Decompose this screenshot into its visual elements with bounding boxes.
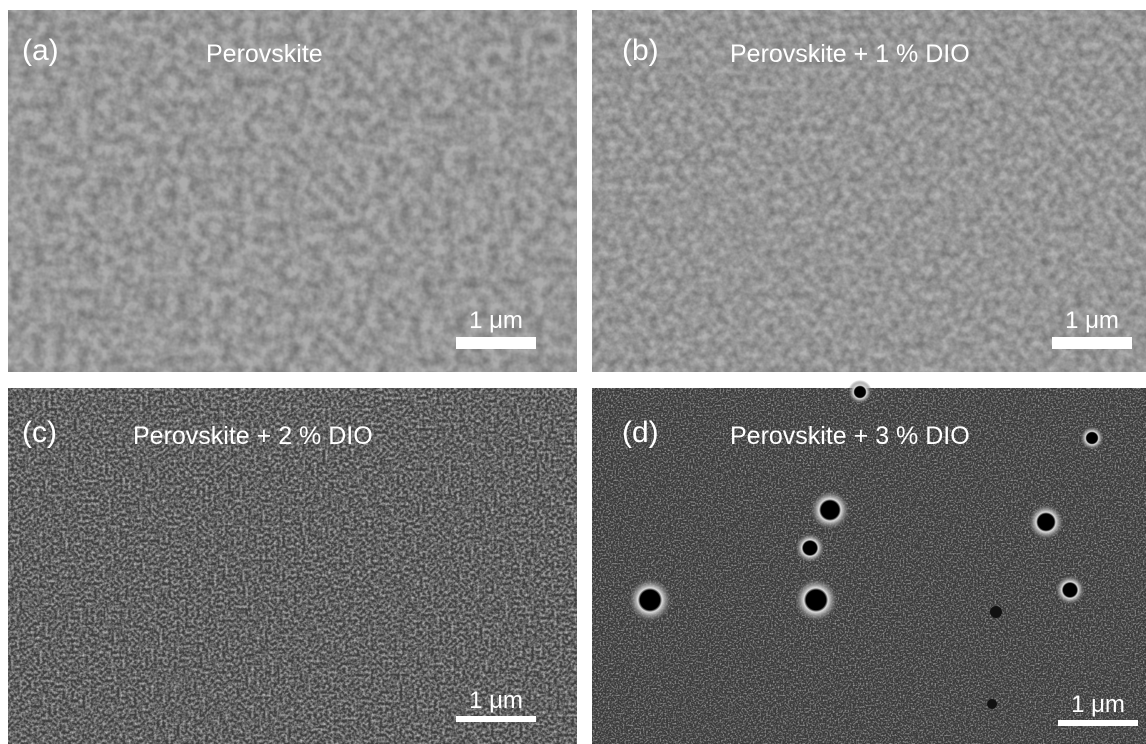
scale-bar — [1058, 720, 1138, 726]
panel-a: (a) Perovskite 1 μm — [8, 10, 577, 372]
pinhole — [794, 578, 838, 622]
pinhole — [848, 380, 872, 404]
scale-bar-label: 1 μm — [469, 687, 523, 714]
panel-label: (a) — [22, 34, 59, 67]
panel-title: Perovskite + 1 % DIO — [730, 40, 970, 68]
scale-bar — [1052, 337, 1132, 349]
scale-bar-label: 1 μm — [1071, 691, 1125, 718]
panel-label: (c) — [22, 416, 57, 449]
pinhole — [795, 533, 825, 563]
scale-bar-label: 1 μm — [1065, 307, 1119, 334]
panel-title: Perovskite — [206, 40, 323, 68]
pinhole — [990, 606, 1002, 618]
panel-c: (c) Perovskite + 2 % DIO 1 μm — [8, 388, 577, 744]
figure: (a) Perovskite 1 μm (b) Perovskite + 1 %… — [0, 0, 1146, 744]
pinhole — [628, 578, 672, 622]
scale-bar-label: 1 μm — [469, 307, 523, 334]
pinhole — [810, 490, 850, 530]
pinhole — [1080, 426, 1104, 450]
pinhole — [1055, 575, 1085, 605]
panel-d: (d) Perovskite + 3 % DIO 1 μm — [592, 380, 1146, 744]
panel-label: (d) — [622, 416, 659, 449]
panel-title: Perovskite + 3 % DIO — [730, 422, 970, 450]
panel-title: Perovskite + 2 % DIO — [133, 422, 373, 450]
scale-bar — [456, 337, 536, 349]
panel-label: (b) — [622, 34, 659, 67]
pinhole — [987, 699, 997, 709]
pinhole — [1028, 504, 1064, 540]
panel-b: (b) Perovskite + 1 % DIO 1 μm — [592, 10, 1146, 372]
scale-bar — [456, 716, 536, 722]
